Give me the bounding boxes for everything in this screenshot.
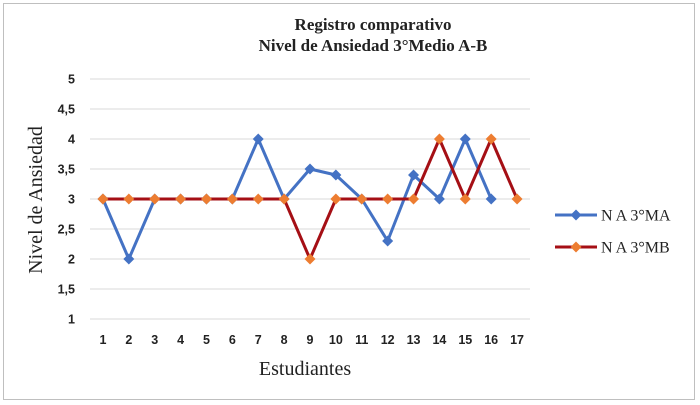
chart-title: Registro comparativo bbox=[295, 15, 452, 34]
y-tick-label: 2 bbox=[68, 253, 75, 267]
legend-label: N A 3°MA bbox=[601, 208, 671, 225]
series-layer bbox=[97, 133, 523, 265]
data-point-marker bbox=[485, 133, 497, 145]
x-tick-label: 2 bbox=[125, 333, 132, 347]
x-tick-label: 15 bbox=[458, 333, 472, 347]
data-point-marker bbox=[459, 193, 471, 205]
data-point-marker bbox=[330, 193, 342, 205]
x-tick-label: 3 bbox=[151, 333, 158, 347]
data-point-marker bbox=[200, 193, 212, 205]
x-tick-label: 14 bbox=[432, 333, 446, 347]
data-point-marker bbox=[408, 169, 420, 181]
y-axis-title: Nivel de Ansiedad bbox=[25, 126, 47, 274]
legend-marker bbox=[570, 209, 582, 221]
y-tick-label: 3,5 bbox=[58, 163, 75, 177]
data-point-marker bbox=[123, 193, 135, 205]
data-point-marker bbox=[382, 193, 394, 205]
x-tick-label: 17 bbox=[510, 333, 524, 347]
y-tick-label: 1,5 bbox=[58, 283, 75, 297]
data-point-marker bbox=[252, 133, 264, 145]
data-point-marker bbox=[149, 193, 161, 205]
data-point-marker bbox=[382, 235, 394, 247]
y-tick-label: 5 bbox=[68, 73, 75, 87]
y-axis-ticks: 1 1,5 2 2,5 3 3,5 4 4,5 5 bbox=[58, 73, 75, 327]
data-point-marker bbox=[330, 169, 342, 181]
x-tick-label: 13 bbox=[407, 333, 421, 347]
data-point-marker bbox=[356, 193, 368, 205]
x-tick-label: 1 bbox=[99, 333, 106, 347]
x-tick-label: 8 bbox=[281, 333, 288, 347]
data-point-marker bbox=[252, 193, 264, 205]
data-point-marker bbox=[175, 193, 187, 205]
y-tick-label: 4 bbox=[68, 133, 75, 147]
x-tick-label: 9 bbox=[307, 333, 314, 347]
chart-subtitle: Nivel de Ansiedad 3°Medio A-B bbox=[259, 36, 488, 55]
data-point-marker bbox=[278, 193, 290, 205]
data-point-marker bbox=[433, 193, 445, 205]
chart-frame bbox=[3, 3, 695, 400]
y-tick-label: 1 bbox=[68, 313, 75, 327]
x-tick-label: 6 bbox=[229, 333, 236, 347]
data-point-marker bbox=[433, 133, 445, 145]
data-point-marker bbox=[226, 193, 238, 205]
data-point-marker bbox=[304, 253, 316, 265]
data-point-marker bbox=[123, 253, 135, 265]
data-point-marker bbox=[511, 193, 523, 205]
y-tick-label: 2,5 bbox=[58, 223, 75, 237]
x-tick-label: 11 bbox=[355, 333, 368, 347]
x-axis-ticks: 1 2 3 4 5 6 7 8 9 10 11 12 13 14 15 16 17 bbox=[99, 333, 524, 347]
legend-marker bbox=[570, 241, 582, 253]
data-point-marker bbox=[459, 133, 471, 145]
y-tick-label: 4,5 bbox=[58, 103, 75, 117]
data-point-marker bbox=[408, 193, 420, 205]
x-tick-label: 7 bbox=[255, 333, 262, 347]
legend-label: N A 3°MB bbox=[601, 240, 670, 257]
data-point-marker bbox=[304, 163, 316, 175]
data-point-marker bbox=[97, 193, 109, 205]
x-tick-label: 5 bbox=[203, 333, 210, 347]
data-point-marker bbox=[485, 193, 497, 205]
x-tick-label: 16 bbox=[484, 333, 498, 347]
x-tick-label: 10 bbox=[329, 333, 343, 347]
x-axis-title: Estudiantes bbox=[259, 358, 351, 380]
legend: N A 3°MA N A 3°MB bbox=[555, 208, 671, 257]
y-tick-label: 3 bbox=[68, 193, 75, 207]
x-tick-label: 12 bbox=[381, 333, 395, 347]
x-tick-label: 4 bbox=[177, 333, 184, 347]
